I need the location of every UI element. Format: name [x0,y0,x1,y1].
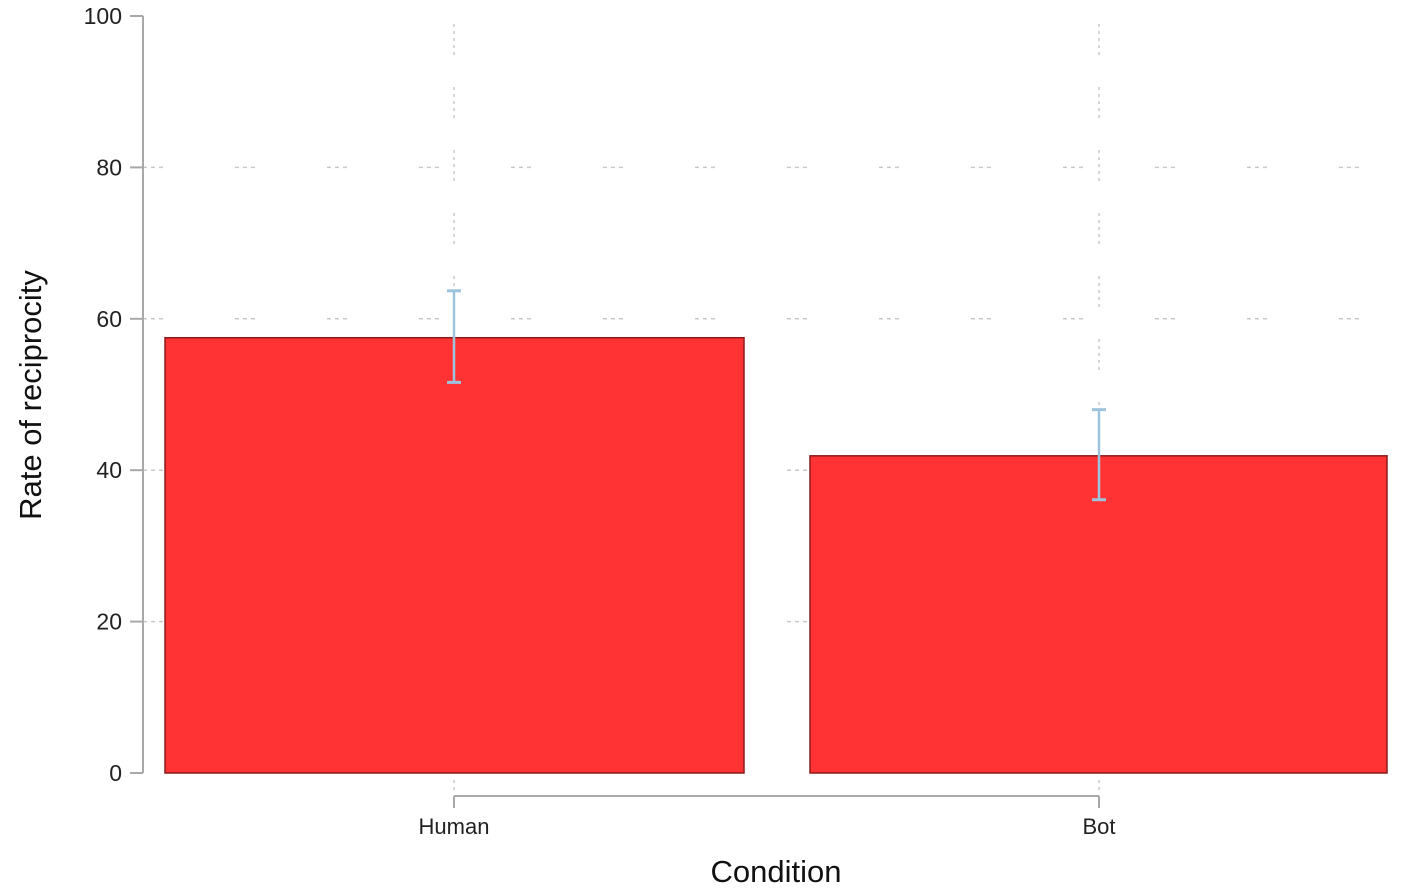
y-tick-label: 20 [96,609,122,635]
x-axis-title: Condition [711,854,842,889]
y-tick-label: 100 [84,3,122,29]
bar-bot [809,455,1388,774]
error-bar-human [447,289,461,384]
bar-human [164,336,745,774]
y-axis-title: Rate of reciprocity [13,270,48,520]
y-tick-label: 80 [96,154,122,180]
y-axis: 0 20 40 60 80 100 [84,3,144,786]
y-tick-label: 40 [96,457,122,483]
x-tick-label-bot: Bot [1082,814,1115,839]
error-bar-bot [1092,408,1106,502]
bars [164,336,1388,774]
y-tick-label: 60 [96,306,122,332]
y-tick-label: 0 [109,760,122,786]
x-tick-label-human: Human [419,814,490,839]
x-axis: Human Bot [419,795,1116,839]
error-bars [447,289,1106,502]
